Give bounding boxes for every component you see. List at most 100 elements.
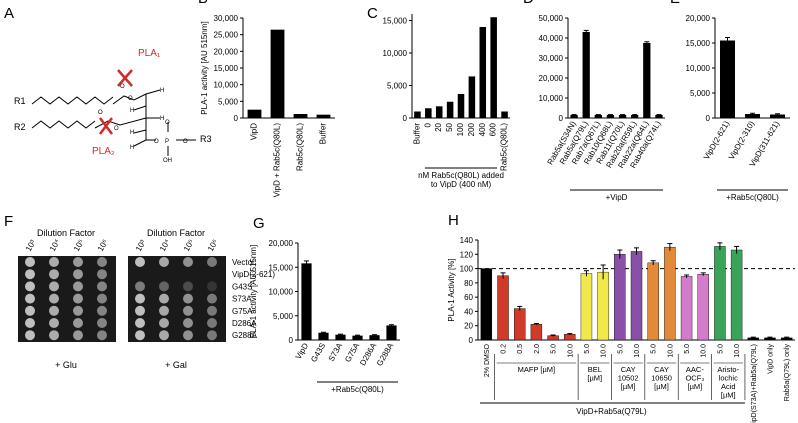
bar [630, 251, 643, 341]
x-tick-label: 5.0 [651, 344, 658, 354]
error-bar [650, 260, 656, 265]
x-tick-label: Rab5c(Q80L) [296, 123, 305, 171]
yeast-spot [25, 269, 35, 280]
error-bar [750, 112, 755, 115]
yeast-spot [135, 293, 145, 304]
y-tick-label: 15,000 [686, 39, 711, 48]
panel-letter: D [523, 0, 534, 7]
atom: H [160, 116, 164, 122]
x-tick-label: Buffer [412, 123, 421, 145]
yeast-spot [207, 330, 217, 341]
group-label: 10650 [651, 374, 672, 383]
group-label: Aristo- [717, 365, 739, 374]
atom: H [130, 145, 134, 151]
error-bar [321, 331, 326, 334]
group-label: [µM] [654, 382, 669, 391]
group-label: AAC- [686, 365, 704, 374]
bar [335, 334, 346, 340]
yeast-spot [183, 257, 193, 267]
error-bar [667, 243, 673, 251]
error-bar [595, 114, 601, 116]
yeast-spot [135, 281, 145, 292]
x-axis-label: to VipD (400 nM) [431, 180, 492, 189]
atom: O [165, 120, 170, 126]
bar [582, 32, 590, 118]
yeast-spot [73, 281, 83, 292]
error-bar [500, 272, 506, 279]
yeast-spot [97, 305, 107, 316]
error-bar [750, 336, 756, 339]
error-bar [684, 274, 690, 278]
x-tick-label: 10.0 [734, 344, 741, 358]
error-bar [634, 247, 639, 255]
error-bar [533, 323, 539, 325]
y-tick-label: 5,000 [387, 82, 408, 91]
yeast-spot [159, 293, 169, 304]
group-label: [µM] [621, 382, 636, 391]
atom: H [130, 108, 134, 114]
diagram-label: R1 [14, 96, 26, 106]
yeast-spot [97, 269, 107, 280]
yeast-spot [183, 305, 193, 316]
y-tick-label: 25,000 [214, 31, 239, 40]
bar [490, 17, 497, 118]
error-bar [389, 324, 394, 327]
y-tick-label: 20,000 [686, 14, 711, 23]
group-label: [µM] [721, 391, 736, 400]
yeast-spot [183, 281, 193, 292]
x-tick-label: Rab5a(Q79L) only [784, 344, 791, 402]
x-tick-label: 10.0 [601, 344, 608, 358]
strain-label: S73A [232, 295, 252, 304]
yeast-spot [135, 318, 145, 328]
group-label: Acid [721, 382, 736, 391]
y-tick-label: 40,000 [539, 34, 564, 43]
yeast-spot [25, 281, 35, 292]
yeast-spot [73, 318, 83, 328]
strain-label: D286A [232, 319, 257, 328]
yeast-spot [25, 330, 35, 341]
panel-letter: B [198, 0, 208, 7]
error-bar [338, 333, 343, 336]
bar [457, 93, 465, 118]
x-tick-label: 10.0 [567, 344, 574, 358]
y-tick-label: 20,000 [214, 47, 239, 56]
bar [714, 246, 726, 341]
yeast-spot [97, 330, 107, 341]
atom: H [130, 130, 134, 136]
fatty-chain [31, 120, 96, 129]
dilution-title: Dilution Factor [147, 228, 205, 238]
error-bar [734, 245, 740, 254]
y-tick-label: 30,000 [214, 14, 239, 23]
bar [618, 115, 627, 118]
bar [293, 114, 308, 118]
strain-label: Vector [232, 258, 255, 267]
error-bar [567, 333, 573, 335]
error-bar [656, 114, 662, 116]
bar [606, 115, 615, 118]
yeast-spot [159, 257, 169, 267]
strain-label: G43S [232, 282, 252, 291]
x-axis-label: +Rab5c(Q80L) [331, 385, 384, 394]
diagram-label: PLA₂ [92, 146, 115, 157]
bar [316, 114, 331, 118]
backbone [94, 89, 196, 156]
x-tick-label: Rab5c(Q80L) [500, 123, 509, 171]
error-bar [517, 305, 523, 311]
yeast-spot [207, 318, 217, 328]
bar [631, 115, 639, 118]
y-tick-label: 50,000 [539, 14, 564, 23]
y-tick-label: 20,000 [269, 239, 294, 248]
bar [647, 262, 659, 341]
bar [514, 308, 526, 341]
media-label: + Glu [55, 360, 77, 370]
y-tick-label: 5,000 [273, 312, 294, 321]
x-tick-label: 5.0 [684, 344, 691, 354]
x-axis-label: +VipD [606, 193, 628, 202]
x-tick-label: 50 [445, 122, 454, 131]
diagram-label: R3 [200, 134, 212, 144]
x-tick-label: VipD(S73A)+Rab5a(Q79L) [751, 344, 758, 423]
x-tick-label: 20 [434, 122, 443, 131]
x-tick-label: 2% DMSO [484, 343, 491, 377]
bar [318, 332, 329, 340]
